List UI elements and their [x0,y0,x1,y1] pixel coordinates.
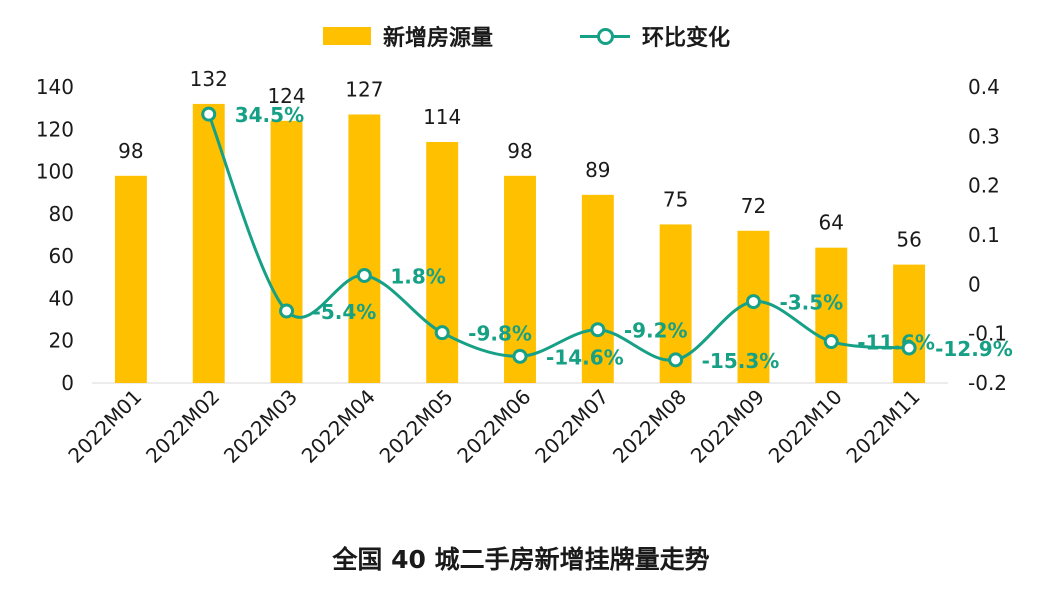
bar [192,103,225,384]
chart-canvas: 0 20 40 60 80 100 120 140 -0.2 -0.1 0 0.1 0.2 0.3 0.4 9… [36,67,1013,468]
bar-value-label: 75 [663,187,688,211]
line-value-label: 1.8% [390,264,445,288]
line-value-label: 34.5% [235,103,304,127]
legend: 新增房源量 环比变化 [0,20,1042,51]
line-point [434,325,450,341]
legend-item-bar: 新增房源量 [323,20,493,52]
y-right-tick-label: 0.3 [968,124,1000,148]
bar-value-label: 56 [896,228,921,252]
bar [348,114,381,383]
bar [426,141,459,383]
line-point [901,340,917,356]
bar-value-label: 72 [741,194,766,218]
x-tick-label: 2022M01 [63,385,146,468]
line-value-label: -9.2% [624,319,688,343]
line-point [668,352,684,368]
bar-value-label: 98 [507,139,532,163]
bar [504,175,536,383]
y-right-tick-label: 0 [968,272,981,296]
bar-value-label: 124 [267,84,305,108]
x-tick-label: 2022M10 [764,385,847,468]
bar-value-label: 114 [423,105,461,129]
line-point [590,322,606,338]
legend-line-swatch [580,27,630,45]
line-point [512,348,528,364]
y-left-tick-label: 140 [36,75,74,99]
line-value-label: -12.9% [935,337,1013,361]
bar [114,175,147,383]
x-tick-label: 2022M09 [686,385,769,468]
legend-item-line: 环比变化 [580,20,730,52]
bar [893,264,926,383]
y-right-tick-label: 0.2 [968,174,1000,198]
legend-bar-label: 新增房源量 [383,26,494,51]
line-value-label: -15.3% [702,349,780,373]
line-point [745,294,761,310]
y-left-tick-label: 40 [49,286,74,310]
x-tick-label: 2022M04 [297,385,380,468]
legend-bar-swatch [323,27,371,45]
line-value-label: -9.8% [468,322,532,346]
x-tick-label: 2022M03 [219,385,302,468]
x-tick-label: 2022M08 [608,385,691,468]
chart-footer-title: 全国 40 城二手房新增挂牌量走势 [332,545,710,574]
bar-value-label: 132 [190,67,228,91]
line-value-label: -11.6% [857,331,935,355]
y-left-tick-label: 0 [61,371,74,395]
bar-value-label: 64 [819,211,844,235]
line-point [823,334,839,350]
y-right-tick-label: -0.1 [968,322,1007,346]
line-point [356,267,372,283]
y-right-tick-label: 0.4 [968,75,1000,99]
x-tick-label: 2022M11 [841,385,924,468]
line-value-label: -5.4% [313,300,377,324]
x-tick-label: 2022M06 [452,385,535,468]
y-left-tick-label: 120 [36,117,74,141]
legend-line-label: 环比变化 [642,26,731,51]
bar [815,247,848,383]
line-point [201,106,217,122]
bar [581,194,614,383]
bar-value-label: 127 [345,77,383,101]
bar-value-label: 98 [118,139,143,163]
line-value-label: -3.5% [779,291,843,315]
x-tick-label: 2022M02 [141,385,224,468]
y-left-tick-label: 60 [49,244,74,268]
y-right-tick-label: -0.2 [968,371,1007,395]
bar [270,120,303,383]
y-right-tick-label: 0.1 [968,223,1000,247]
y-left-tick-label: 100 [36,160,74,184]
bar-value-label: 89 [585,158,610,182]
line-value-label: -14.6% [546,345,624,369]
y-left-tick-label: 80 [49,202,74,226]
x-tick-label: 2022M05 [375,385,458,468]
line-point [279,303,295,319]
line-series-path [207,113,910,362]
x-tick-label: 2022M07 [530,385,613,468]
y-left-tick-label: 20 [49,329,74,353]
